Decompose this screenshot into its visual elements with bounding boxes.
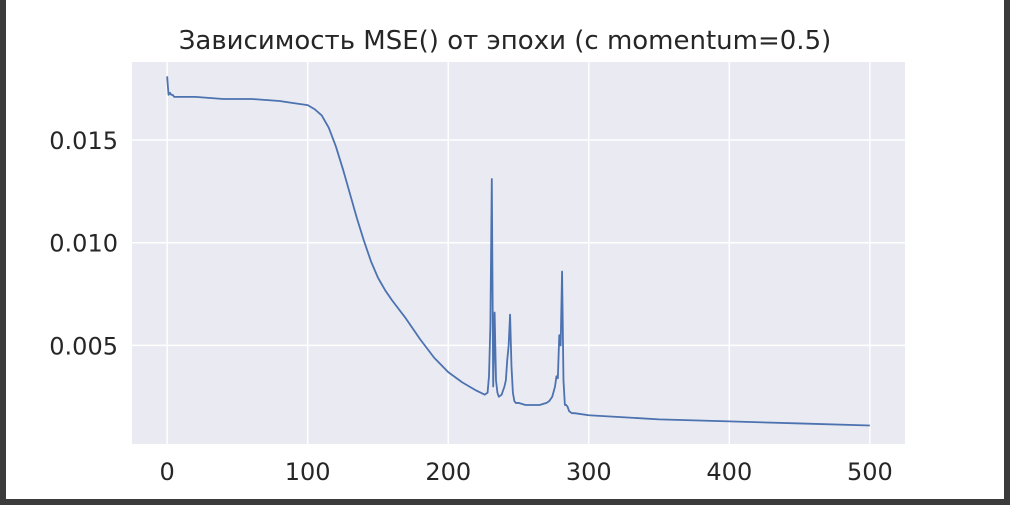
x-tick-label: 100 <box>285 458 331 486</box>
x-tick-label: 300 <box>566 458 612 486</box>
x-tick-label: 400 <box>706 458 752 486</box>
x-tick-label: 0 <box>159 458 174 486</box>
plot-area <box>132 62 905 444</box>
chart-title: Зависимость MSE() от эпохи (с momentum=0… <box>178 26 832 56</box>
y-tick-label: 0.015 <box>49 127 118 155</box>
y-tick-label: 0.010 <box>49 230 118 258</box>
tick-labels: 0 100 200 300 400 500 0.005 0.010 0.015 <box>49 127 892 486</box>
x-tick-label: 200 <box>425 458 471 486</box>
x-tick-label: 500 <box>847 458 893 486</box>
grid-lines <box>132 62 905 444</box>
y-tick-label: 0.005 <box>49 332 118 360</box>
series-line <box>166 76 870 427</box>
